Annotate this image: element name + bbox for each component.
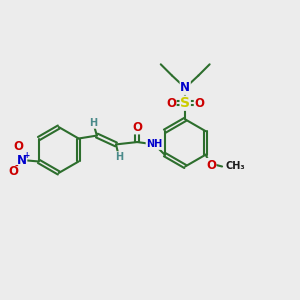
Text: CH₃: CH₃	[226, 161, 245, 172]
Text: S: S	[180, 96, 190, 110]
Text: O: O	[13, 140, 23, 153]
Text: -: -	[15, 162, 18, 171]
Text: +: +	[23, 151, 29, 160]
Text: H: H	[115, 152, 123, 162]
Text: O: O	[194, 97, 204, 110]
Text: H: H	[89, 118, 98, 128]
Text: NH: NH	[146, 140, 162, 149]
Text: O: O	[206, 158, 216, 172]
Text: O: O	[132, 121, 142, 134]
Text: O: O	[166, 97, 176, 110]
Text: O: O	[8, 165, 19, 178]
Text: N: N	[17, 154, 27, 166]
Text: N: N	[180, 81, 190, 94]
